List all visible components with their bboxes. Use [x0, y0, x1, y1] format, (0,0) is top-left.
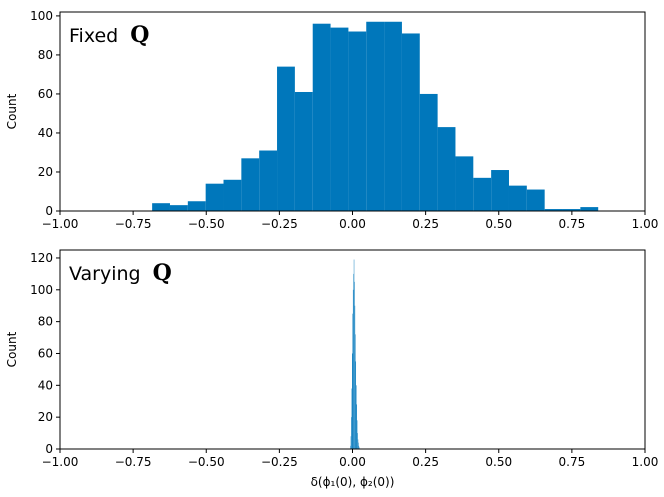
y-tick-label: 60 [38, 87, 53, 101]
histogram-bar [241, 158, 260, 211]
y-axis-ticks: 0 20 40 60 80 100 120 [30, 251, 60, 456]
histogram-bar [384, 21, 402, 212]
varying-q-histogram: −1.00 −0.75 −0.50 −0.25 0.00 0.25 0.50 0.75 1.00… [5, 249, 659, 489]
histogram-bar [223, 179, 242, 211]
panel-label-text: Varying [69, 263, 141, 285]
histogram-bar [473, 177, 492, 211]
x-tick-label: 1.00 [632, 455, 659, 469]
x-axis-label: δ(ϕ₁(0), ϕ₂(0)) [311, 475, 395, 489]
panel-label-symbol: Q [130, 22, 149, 48]
y-tick-label: 80 [38, 48, 53, 62]
histogram-bar [437, 127, 456, 211]
x-tick-label: 0.50 [485, 217, 512, 231]
x-tick-label: −1.00 [42, 217, 79, 231]
y-tick-label: 0 [45, 204, 53, 218]
histogram-bar [259, 150, 278, 211]
panel-label: Fixed Q [69, 22, 149, 48]
y-axis-label: Count [5, 93, 19, 129]
x-tick-label: −0.50 [188, 217, 225, 231]
histogram-bar [526, 189, 545, 211]
y-tick-label: 20 [38, 410, 53, 424]
x-tick-label: −0.25 [261, 217, 298, 231]
histogram-bar [330, 27, 349, 211]
y-tick-label: 20 [38, 165, 53, 179]
x-tick-label: 0.00 [339, 217, 366, 231]
y-axis-ticks: 0 20 40 60 80 100 [30, 9, 60, 218]
bars [350, 259, 360, 449]
fixed-q-histogram: −1.00 −0.75 −0.50 −0.25 0.00 0.25 0.50 0.75 1.00… [5, 9, 658, 231]
x-tick-label: 1.00 [632, 217, 659, 231]
y-tick-label: 40 [38, 126, 53, 140]
x-tick-label: 0.75 [559, 217, 586, 231]
y-tick-label: 120 [30, 251, 53, 265]
x-tick-label: 0.25 [412, 455, 439, 469]
histogram-bar [366, 21, 385, 212]
bars [152, 21, 599, 212]
x-tick-label: −0.75 [115, 455, 152, 469]
histogram-bar [205, 183, 224, 211]
histogram-bar [562, 209, 581, 211]
y-tick-label: 100 [30, 9, 53, 23]
x-tick-label: 0.25 [412, 217, 439, 231]
y-tick-label: 80 [38, 315, 53, 329]
panel-label-text: Fixed [69, 25, 118, 47]
x-tick-label: −0.25 [261, 455, 298, 469]
x-tick-label: 0.75 [559, 455, 586, 469]
panel-label-symbol: Q [153, 260, 172, 286]
y-tick-label: 60 [38, 346, 53, 360]
histogram-bar [187, 201, 206, 211]
x-tick-label: 0.50 [485, 455, 512, 469]
x-tick-label: −0.75 [115, 217, 152, 231]
histogram-bar [169, 205, 188, 211]
histogram-bar [455, 156, 474, 211]
x-tick-label: −0.50 [188, 455, 225, 469]
histogram-bar [419, 93, 438, 211]
y-tick-label: 40 [38, 378, 53, 392]
histogram-bar [401, 33, 420, 211]
y-axis-label: Count [5, 331, 19, 367]
panel-label: Varying Q [69, 260, 172, 286]
histogram-bar [508, 185, 527, 211]
histogram-bar [277, 66, 295, 212]
histogram-bar [491, 170, 509, 211]
x-axis-ticks: −1.00 −0.75 −0.50 −0.25 0.00 0.25 0.50 0.75 1.00 [42, 211, 659, 231]
x-axis-ticks: −1.00 −0.75 −0.50 −0.25 0.00 0.25 0.50 0.75 1.00 [42, 449, 659, 469]
histogram-bar [152, 203, 170, 211]
histogram-bar [294, 91, 313, 211]
histogram-bar [312, 23, 331, 211]
histogram-bar [348, 31, 367, 212]
x-tick-label: −1.00 [42, 455, 79, 469]
histogram-bar [544, 209, 563, 211]
histogram-bar [580, 207, 599, 211]
y-tick-label: 0 [45, 442, 53, 456]
y-tick-label: 100 [30, 283, 53, 297]
x-tick-label: 0.00 [339, 455, 366, 469]
